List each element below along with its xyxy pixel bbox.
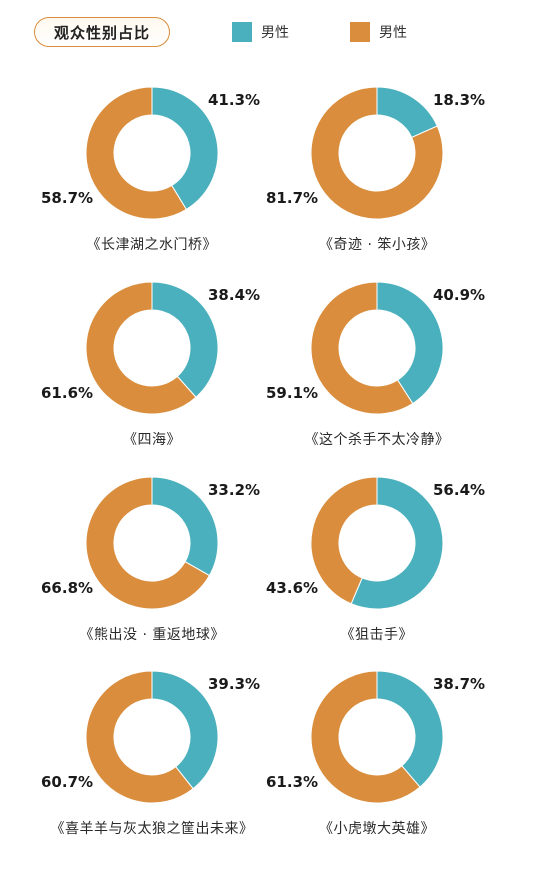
donut-caption: 《熊出没 · 重返地球》 bbox=[79, 627, 225, 643]
legend-label-teal: 男性 bbox=[261, 25, 289, 41]
legend-swatch-teal bbox=[232, 22, 252, 42]
data-label-teal: 41.3% bbox=[208, 91, 261, 109]
donut-slice-orange bbox=[85, 86, 187, 220]
donut-caption: 《狙击手》 bbox=[340, 627, 413, 643]
donut-caption: 《长津湖之水门桥》 bbox=[86, 237, 217, 253]
data-label-orange: 61.3% bbox=[266, 773, 319, 791]
donut-svg bbox=[85, 476, 219, 610]
data-label-teal: 39.3% bbox=[208, 675, 261, 693]
legend-item-orange: 男性 bbox=[350, 22, 407, 42]
donut-slice-orange bbox=[310, 281, 414, 415]
data-label-orange: 61.6% bbox=[41, 384, 94, 402]
data-label-orange: 81.7% bbox=[266, 189, 319, 207]
data-label-teal: 38.7% bbox=[433, 675, 486, 693]
data-label-teal: 38.4% bbox=[208, 286, 261, 304]
donut-slice-orange bbox=[85, 670, 194, 804]
donut-slice-teal bbox=[151, 476, 219, 577]
donut-caption: 《四海》 bbox=[123, 432, 181, 448]
donut-svg bbox=[310, 281, 444, 415]
donut-svg bbox=[85, 86, 219, 220]
data-label-teal: 40.9% bbox=[433, 286, 486, 304]
data-label-orange: 58.7% bbox=[41, 189, 94, 207]
donut-caption: 《小虎墩大英雄》 bbox=[319, 821, 435, 837]
donut-slice-teal bbox=[350, 476, 444, 610]
legend-item-teal: 男性 bbox=[232, 22, 289, 42]
data-label-orange: 66.8% bbox=[41, 579, 94, 597]
data-label-orange: 59.1% bbox=[266, 384, 319, 402]
chart-header: 观众性别占比 男性 男性 bbox=[0, 0, 540, 60]
donut-svg bbox=[310, 476, 444, 610]
data-label-teal: 33.2% bbox=[208, 481, 261, 499]
donut-slice-teal bbox=[376, 281, 444, 405]
data-label-orange: 60.7% bbox=[41, 773, 94, 791]
donut-slice-orange bbox=[85, 476, 211, 610]
donut-caption: 《这个杀手不太冷静》 bbox=[304, 432, 450, 448]
donut-svg bbox=[310, 86, 444, 220]
data-label-teal: 56.4% bbox=[433, 481, 486, 499]
donut-slice-orange bbox=[310, 476, 378, 605]
donut-svg bbox=[85, 670, 219, 804]
donut-slice-teal bbox=[151, 86, 219, 211]
data-label-orange: 43.6% bbox=[266, 579, 319, 597]
donut-caption: 《奇迹 · 笨小孩》 bbox=[319, 237, 436, 253]
donut-slice-teal bbox=[151, 281, 219, 398]
donut-slice-orange bbox=[85, 281, 197, 415]
legend-label-orange: 男性 bbox=[379, 25, 407, 41]
legend-swatch-orange bbox=[350, 22, 370, 42]
data-label-teal: 18.3% bbox=[433, 91, 486, 109]
chart-title: 观众性别占比 bbox=[34, 17, 170, 47]
donut-svg bbox=[310, 670, 444, 804]
donut-slice-teal bbox=[151, 670, 219, 790]
donut-slice-orange bbox=[310, 86, 444, 220]
donut-svg bbox=[85, 281, 219, 415]
donut-slice-teal bbox=[376, 670, 444, 788]
donut-slice-orange bbox=[310, 670, 421, 804]
donut-caption: 《喜羊羊与灰太狼之筐出未来》 bbox=[50, 821, 254, 837]
